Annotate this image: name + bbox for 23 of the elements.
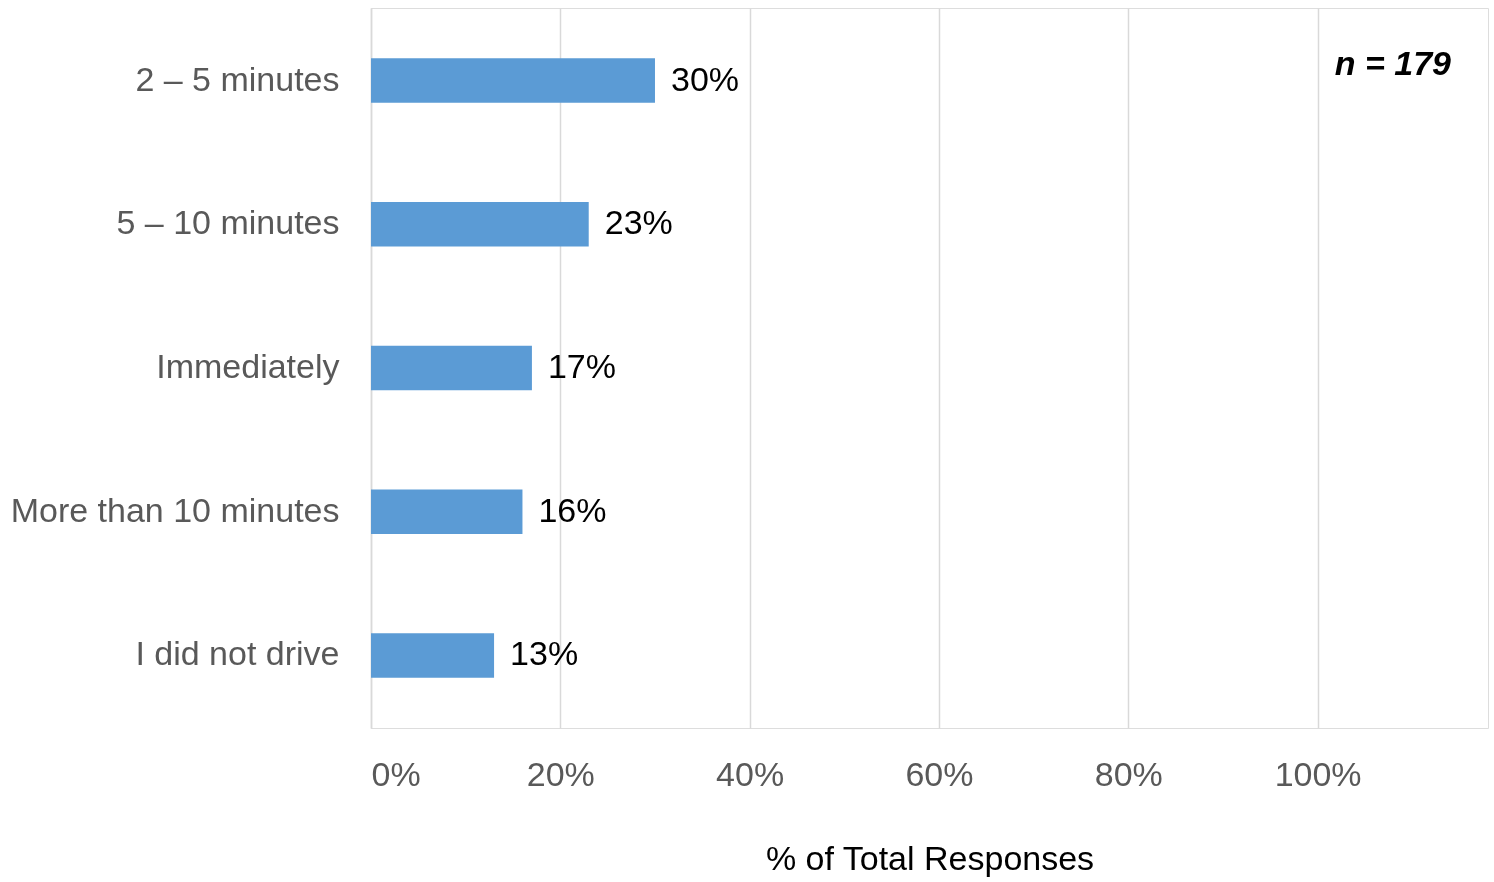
bar	[371, 489, 523, 534]
data-label: 23%	[604, 203, 673, 242]
x-tick-label: 0%	[371, 754, 421, 793]
x-tick-label: 40%	[716, 754, 785, 793]
bar	[371, 202, 589, 247]
data-label: 17%	[547, 347, 616, 385]
x-tick-label: 20%	[526, 754, 595, 793]
x-tick-label: 60%	[905, 754, 974, 793]
x-tick-label: 80%	[1094, 754, 1163, 793]
y-tick-label: 2 – 5 minutes	[135, 59, 340, 98]
annotation: n = 179	[1334, 44, 1452, 82]
y-tick-label: Immediately	[156, 347, 340, 385]
data-label: 16%	[538, 490, 607, 529]
data-label: 13%	[510, 634, 579, 673]
y-tick-label: 5 – 10 minutes	[116, 203, 340, 242]
data-label: 30%	[670, 59, 740, 98]
x-axis-title: % of Total Responses	[765, 838, 1095, 877]
y-tick-label: I did not drive	[135, 634, 340, 673]
bar	[371, 633, 495, 678]
y-tick-label: More than 10 minutes	[10, 490, 340, 529]
bar	[371, 345, 532, 391]
bar	[371, 58, 655, 103]
x-tick-label: 100%	[1274, 754, 1362, 793]
